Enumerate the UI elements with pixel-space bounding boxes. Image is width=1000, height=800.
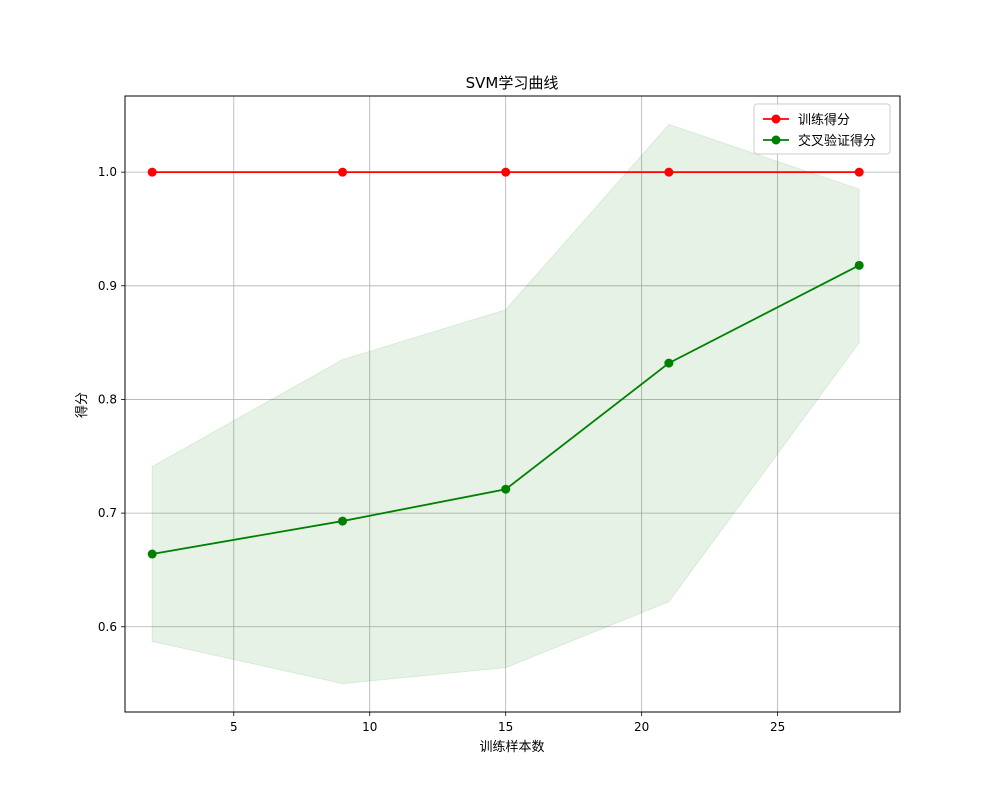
legend-label: 交叉验证得分	[798, 133, 876, 149]
y-tick-label: 0.9	[98, 279, 117, 293]
x-tick-label: 20	[634, 720, 649, 734]
x-tick-label: 25	[770, 720, 785, 734]
data-point	[147, 549, 157, 559]
data-point	[854, 167, 864, 177]
data-point	[501, 484, 511, 494]
data-point	[147, 167, 157, 177]
axis-ticks: 5 10 15 20 25 0.6 0.7 0.8 0.9 1.0	[98, 165, 785, 734]
chart-title: SVM学习曲线	[466, 74, 559, 92]
legend-marker	[771, 135, 781, 145]
x-axis-label: 训练样本数	[479, 740, 544, 755]
confidence-band	[151, 123, 860, 685]
x-tick-label: 10	[362, 720, 377, 734]
x-tick-label: 5	[230, 720, 238, 734]
data-point	[501, 167, 511, 177]
legend-marker	[771, 114, 781, 124]
data-point	[664, 358, 674, 368]
legend-label: 训练得分	[798, 112, 850, 128]
y-tick-label: 0.7	[98, 506, 117, 520]
series-lines	[147, 167, 864, 559]
y-axis-label: 得分	[74, 392, 90, 418]
legend-box	[753, 103, 891, 155]
data-point	[338, 516, 348, 526]
y-tick-label: 0.8	[98, 392, 117, 406]
data-point	[338, 167, 348, 177]
x-tick-label: 15	[498, 720, 513, 734]
data-point	[854, 260, 864, 270]
plot-frame	[124, 95, 901, 713]
y-tick-label: 1.0	[98, 165, 117, 179]
y-tick-label: 0.6	[98, 620, 117, 634]
data-point	[664, 167, 674, 177]
